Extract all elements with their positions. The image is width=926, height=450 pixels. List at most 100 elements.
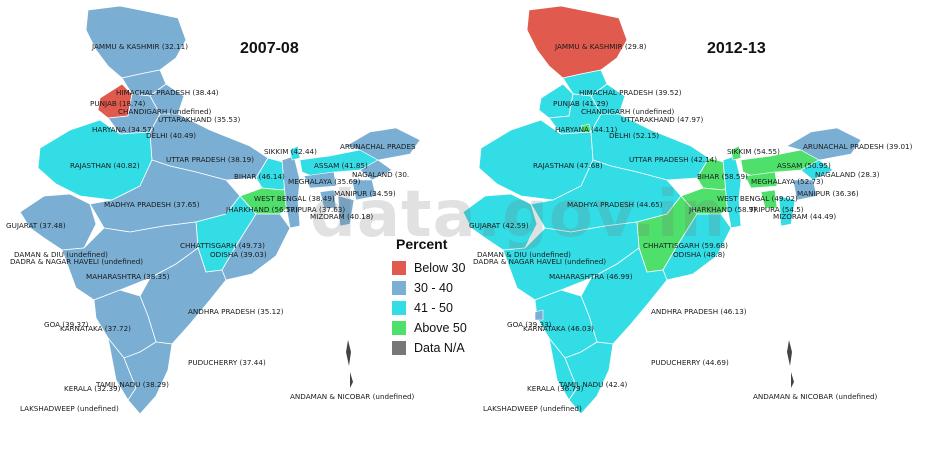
state-label-dn: DADRA & NAGAR HAVELI (undefined): [10, 257, 144, 266]
state-label-tr: TRIPURA (54.5): [749, 205, 804, 214]
map-2007-08: 2007-08: [19, 5, 421, 415]
state-label-hr: HARYANA (34.57): [92, 125, 155, 134]
state-label-jh: JHARKHAND (56.57): [226, 205, 298, 214]
state-label-mn: MANIPUR (36.36): [797, 189, 859, 198]
region-tn: [123, 341, 173, 415]
state-label-an: ANDAMAN & NICOBAR (undefined): [290, 392, 415, 401]
region-tr: [760, 189, 778, 209]
legend-title: Percent: [396, 236, 448, 252]
legend: Percent Below 30 30 - 40 41 - 50 Above 5…: [392, 236, 522, 358]
state-label-wb: WEST BENGAL (49.02): [717, 194, 798, 203]
state-label-nl: NAGALAND (30.: [352, 170, 410, 179]
state-label-gj: GUJARAT (37.48): [6, 221, 66, 230]
legend-label: Below 30: [414, 261, 466, 275]
region-tr: [319, 189, 337, 209]
state-label-kl: KERALA (36.79): [527, 384, 584, 393]
legend-swatch: [392, 321, 406, 335]
state-label-hr: HARYANA (44.11): [555, 125, 618, 134]
state-label-ka: KARNATAKA (46.03): [523, 324, 594, 333]
state-label-sk: SIKKIM (54.55): [727, 147, 780, 156]
map-title-2012-13: 2012-13: [707, 40, 766, 57]
state-label-pb: PUNJAB (18.74): [90, 99, 146, 108]
state-label-od: ODISHA (39.03): [210, 250, 267, 259]
legend-swatch: [392, 261, 406, 275]
state-label-od: ODISHA (48.8): [673, 250, 726, 259]
state-label-br: BIHAR (58.59): [697, 172, 748, 181]
state-label-py: PUDUCHERRY (44.69): [651, 358, 729, 367]
state-label-ld: LAKSHADWEEP (undefined): [20, 404, 119, 413]
legend-item-data-na: Data N/A: [392, 338, 522, 358]
state-label-jk: JAMMU & KASHMIR (32.11): [92, 42, 189, 51]
state-label-mh: MAHARASHTRA (38.35): [86, 272, 170, 281]
region-sk: [289, 145, 301, 161]
state-label-br: BIHAR (46.14): [234, 172, 285, 181]
watermark: data.gov.in: [310, 178, 727, 252]
state-label-ar: ARUNACHAL PRADESH (39.01): [803, 142, 913, 151]
state-label-mn: MANIPUR (34.59): [334, 189, 396, 198]
state-label-gj: GUJARAT (42.59): [469, 221, 529, 230]
region-an: [346, 340, 353, 388]
state-label-nl: NAGALAND (28.3): [815, 170, 880, 179]
region-gj: [19, 193, 97, 251]
state-label-ml: MEGHALAYA (35.69): [288, 177, 361, 186]
state-label-mz: MIZORAM (44.49): [773, 212, 837, 221]
legend-item-below-30: Below 30: [392, 258, 522, 278]
state-label-ga: GOA (39.37): [44, 320, 89, 329]
state-label-tn: TAMIL NADU (38.29): [96, 380, 169, 389]
state-label-uk: UTTARAKHAND (47.97): [621, 115, 704, 124]
region-ml: [303, 171, 337, 189]
state-label-ch: CHANDIGARH (undefined): [118, 107, 212, 116]
region-mn: [351, 179, 377, 201]
region-ar: [345, 127, 421, 161]
legend-label: Above 50: [414, 321, 467, 335]
state-label-mp: MADHYA PRADESH (37.65): [104, 200, 200, 209]
state-label-kl: KERALA (32.39): [64, 384, 121, 393]
region-nl: [359, 159, 393, 181]
state-label-ka: KARNATAKA (37.72): [60, 324, 131, 333]
region-mz: [337, 195, 355, 227]
map-title-2007-08: 2007-08: [240, 40, 299, 57]
legend-item-41-50: 41 - 50: [392, 298, 522, 318]
state-label-hp: HIMACHAL PRADESH (39.52): [579, 88, 682, 97]
state-label-ga: GOA (39.33): [507, 320, 552, 329]
region-ga: [534, 309, 544, 321]
state-label-uk: UTTARAKHAND (35.53): [158, 115, 241, 124]
state-label-dd: DAMAN & DIU (undefined): [14, 250, 108, 259]
region-mz: [778, 195, 796, 227]
state-label-dl: DELHI (40.49): [146, 131, 197, 140]
region-an: [787, 340, 794, 388]
state-label-dd: DAMAN & DIU (undefined): [477, 250, 571, 259]
state-label-jk: JAMMU & KASHMIR (29.8): [555, 42, 647, 51]
state-label-cg: CHHATTISGARH (49.73): [180, 241, 265, 250]
state-label-ap: ANDHRA PRADESH (46.13): [651, 307, 747, 316]
state-label-rj: RAJASTHAN (47.68): [533, 161, 603, 170]
state-label-tr: TRIPURA (37.63): [286, 205, 346, 214]
state-label-cg: CHHATTISGARH (59.68): [643, 241, 728, 250]
region-ar: [786, 127, 862, 161]
state-label-as: ASSAM (50.95): [777, 161, 831, 170]
state-label-an: ANDAMAN & NICOBAR (undefined): [753, 392, 878, 401]
legend-swatch: [392, 281, 406, 295]
state-label-up: UTTAR PRADESH (42.14): [629, 155, 718, 164]
state-label-mh: MAHARASHTRA (46.99): [549, 272, 633, 281]
region-ml: [744, 171, 778, 189]
legend-item-30-40: 30 - 40: [392, 278, 522, 298]
state-label-ar: ARUNACHAL PRADES: [340, 142, 416, 151]
state-label-wb: WEST BENGAL (38.49): [254, 194, 335, 203]
state-label-rj: RAJASTHAN (40.82): [70, 161, 140, 170]
region-mn: [792, 179, 818, 201]
india-map-2007-08: [19, 5, 421, 415]
state-label-ld: LAKSHADWEEP (undefined): [483, 404, 582, 413]
legend-label: 30 - 40: [414, 281, 453, 295]
legend-label: 41 - 50: [414, 301, 453, 315]
india-map-2012-13: [463, 5, 862, 415]
state-label-ch: CHANDIGARH (undefined): [581, 107, 675, 116]
region-tn: [564, 341, 614, 415]
region-sk: [730, 145, 742, 161]
legend-label: Data N/A: [414, 341, 465, 355]
state-label-as: ASSAM (41.85): [314, 161, 368, 170]
state-label-mp: MADHYA PRADESH (44.65): [567, 200, 663, 209]
state-label-up: UTTAR PRADESH (38.19): [166, 155, 255, 164]
region-gj: [463, 193, 538, 251]
state-label-pb: PUNJAB (41.29): [553, 99, 609, 108]
